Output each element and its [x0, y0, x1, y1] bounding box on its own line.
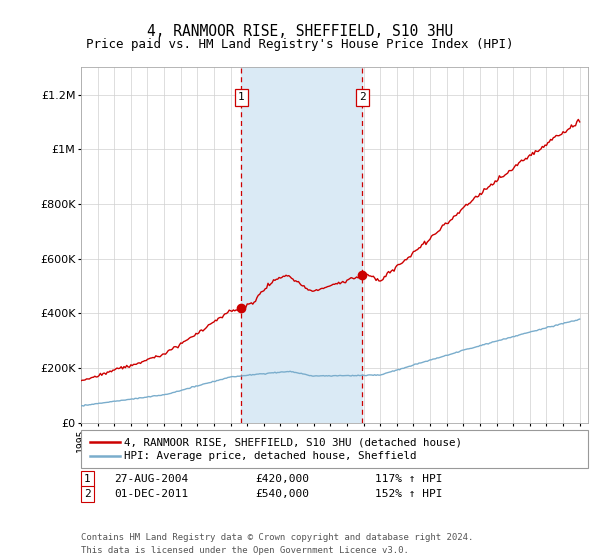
Text: 01-DEC-2011: 01-DEC-2011 [114, 489, 188, 499]
Text: Contains HM Land Registry data © Crown copyright and database right 2024.: Contains HM Land Registry data © Crown c… [81, 533, 473, 542]
Text: 2: 2 [84, 489, 91, 499]
Text: Price paid vs. HM Land Registry's House Price Index (HPI): Price paid vs. HM Land Registry's House … [86, 38, 514, 51]
Bar [241, 67, 362, 423]
Text: HPI: Average price, detached house, Sheffield: HPI: Average price, detached house, Shef… [124, 451, 417, 461]
Text: 152% ↑ HPI: 152% ↑ HPI [375, 489, 443, 499]
Text: 1: 1 [238, 92, 245, 102]
Text: 2: 2 [359, 92, 365, 102]
Text: £540,000: £540,000 [255, 489, 309, 499]
Text: 1: 1 [84, 474, 91, 484]
Text: 4, RANMOOR RISE, SHEFFIELD, S10 3HU: 4, RANMOOR RISE, SHEFFIELD, S10 3HU [147, 24, 453, 39]
Text: £420,000: £420,000 [255, 474, 309, 484]
Text: 117% ↑ HPI: 117% ↑ HPI [375, 474, 443, 484]
Text: 4, RANMOOR RISE, SHEFFIELD, S10 3HU (detached house): 4, RANMOOR RISE, SHEFFIELD, S10 3HU (det… [124, 437, 462, 447]
Text: 27-AUG-2004: 27-AUG-2004 [114, 474, 188, 484]
Text: This data is licensed under the Open Government Licence v3.0.: This data is licensed under the Open Gov… [81, 546, 409, 555]
